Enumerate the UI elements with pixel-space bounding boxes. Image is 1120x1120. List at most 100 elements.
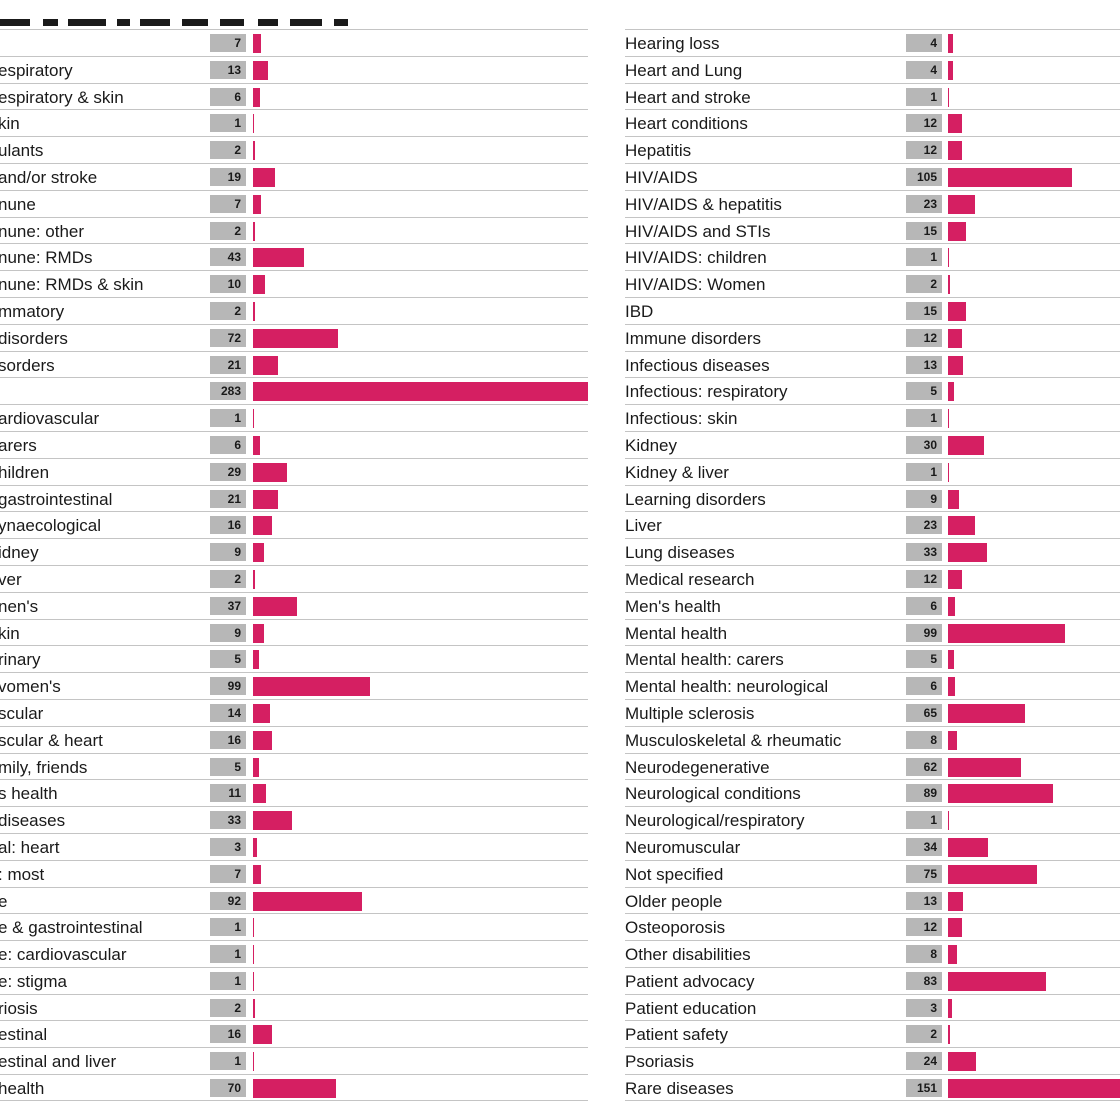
bar: [948, 221, 966, 241]
cropped-header-text-fragments: [0, 19, 348, 26]
category-label: Neurodegenerative: [625, 757, 770, 777]
category-label: Patient safety: [625, 1025, 729, 1045]
category-label: s health: [0, 784, 58, 804]
count-label: 33: [210, 811, 246, 830]
category-label: al: heart: [0, 837, 60, 857]
count-label: 9: [210, 543, 246, 562]
count-label: 1: [906, 87, 942, 106]
table-row: nune 7: [0, 189, 588, 217]
bar: [948, 194, 976, 214]
category-label: Osteoporosis: [625, 918, 726, 938]
count-label: 23: [906, 516, 942, 535]
table-row: e 92: [0, 886, 588, 914]
count-label: 6: [210, 435, 246, 454]
category-label: HIV/AIDS: [625, 167, 698, 187]
table-row: scular & heart 16: [0, 725, 588, 753]
bar: [948, 87, 950, 107]
category-label: Kidney: [625, 435, 677, 455]
bar: [253, 998, 256, 1018]
bar: [253, 167, 276, 187]
category-label: Kidney & liver: [625, 462, 729, 482]
bar: [948, 677, 956, 697]
category-label: Hearing loss: [625, 34, 720, 53]
count-label: 9: [210, 623, 246, 642]
count-label: 9: [906, 489, 942, 508]
bar: [253, 543, 264, 563]
category-label: mmatory: [0, 301, 65, 321]
category-label: Infectious: skin: [625, 409, 738, 429]
category-label: mily, friends: [0, 757, 88, 777]
count-label: 14: [210, 703, 246, 722]
count-label: 1: [210, 1052, 246, 1071]
bar: [948, 489, 959, 509]
table-row: nune: RMDs & skin 10: [0, 270, 588, 297]
table-row: e: stigma 1: [0, 966, 588, 994]
bar: [948, 409, 950, 429]
category-label: diseases: [0, 811, 66, 831]
category-label: : most: [0, 864, 45, 884]
category-label: Neurological conditions: [625, 784, 801, 804]
bar: [253, 784, 267, 804]
table-row: estinal 16: [0, 1020, 588, 1047]
category-label: Musculoskeletal & rheumatic: [625, 730, 842, 750]
bar: [948, 114, 963, 134]
count-label: 92: [210, 891, 246, 910]
bar: [948, 864, 1037, 884]
bar: [253, 730, 272, 750]
bar: [948, 650, 954, 670]
category-label: Immune disorders: [625, 328, 762, 348]
bar: [948, 1052, 977, 1072]
count-label: 5: [210, 650, 246, 669]
table-row: Older people 13: [625, 886, 1120, 914]
count-label: 6: [210, 87, 246, 106]
table-row: Heart and stroke 1: [625, 82, 1120, 110]
category-label: Neuromuscular: [625, 837, 741, 857]
table-row: e & gastrointestinal 1: [0, 913, 588, 940]
count-label: 34: [906, 837, 942, 856]
table-row: nune: RMDs 43: [0, 243, 588, 270]
table-row: Infectious: respiratory 5: [625, 377, 1120, 404]
count-label: 89: [906, 784, 942, 803]
table-row: 283: [0, 377, 588, 404]
count-label: 72: [210, 328, 246, 347]
table-row: Heart and Lung 4: [625, 55, 1120, 83]
bar: [948, 918, 963, 938]
bar: [253, 114, 255, 134]
bar: [253, 141, 256, 161]
bar: [253, 382, 588, 402]
category-label: e: cardiovascular: [0, 945, 127, 965]
bar: [253, 1052, 255, 1072]
bar: [253, 221, 256, 241]
bar: [948, 435, 984, 455]
bar: [948, 60, 953, 80]
category-label: Heart and stroke: [625, 87, 751, 107]
category-label: scular: [0, 703, 44, 723]
category-label: kin: [0, 623, 20, 643]
category-label: Not specified: [625, 864, 724, 884]
bar: [948, 248, 950, 268]
category-label: Heart conditions: [625, 114, 748, 134]
category-label: espiratory & skin: [0, 87, 124, 107]
category-label: nune: other: [0, 221, 85, 241]
table-row: Other disabilities 8: [625, 940, 1120, 967]
bar: [948, 275, 951, 295]
table-row: scular 14: [0, 698, 588, 726]
category-label: Multiple sclerosis: [625, 703, 755, 723]
category-label: vomen's: [0, 677, 61, 697]
table-row: vomen's 99: [0, 672, 588, 699]
table-row: nune: other 2: [0, 216, 588, 244]
table-row: Immune disorders 12: [625, 323, 1120, 351]
category-label: HIV/AIDS and STIs: [625, 221, 771, 241]
table-row: hildren 29: [0, 457, 588, 485]
bar: [253, 677, 371, 697]
category-label: Mental health: carers: [625, 650, 784, 670]
table-row: espiratory & skin 6: [0, 82, 588, 110]
count-label: 23: [906, 194, 942, 213]
count-label: 29: [210, 462, 246, 481]
count-label: 16: [210, 516, 246, 535]
count-label: 6: [906, 677, 942, 696]
category-label: health: [0, 1079, 45, 1099]
bar: [948, 543, 988, 563]
category-label: HIV/AIDS: children: [625, 248, 767, 268]
category-label: ver: [0, 569, 22, 589]
